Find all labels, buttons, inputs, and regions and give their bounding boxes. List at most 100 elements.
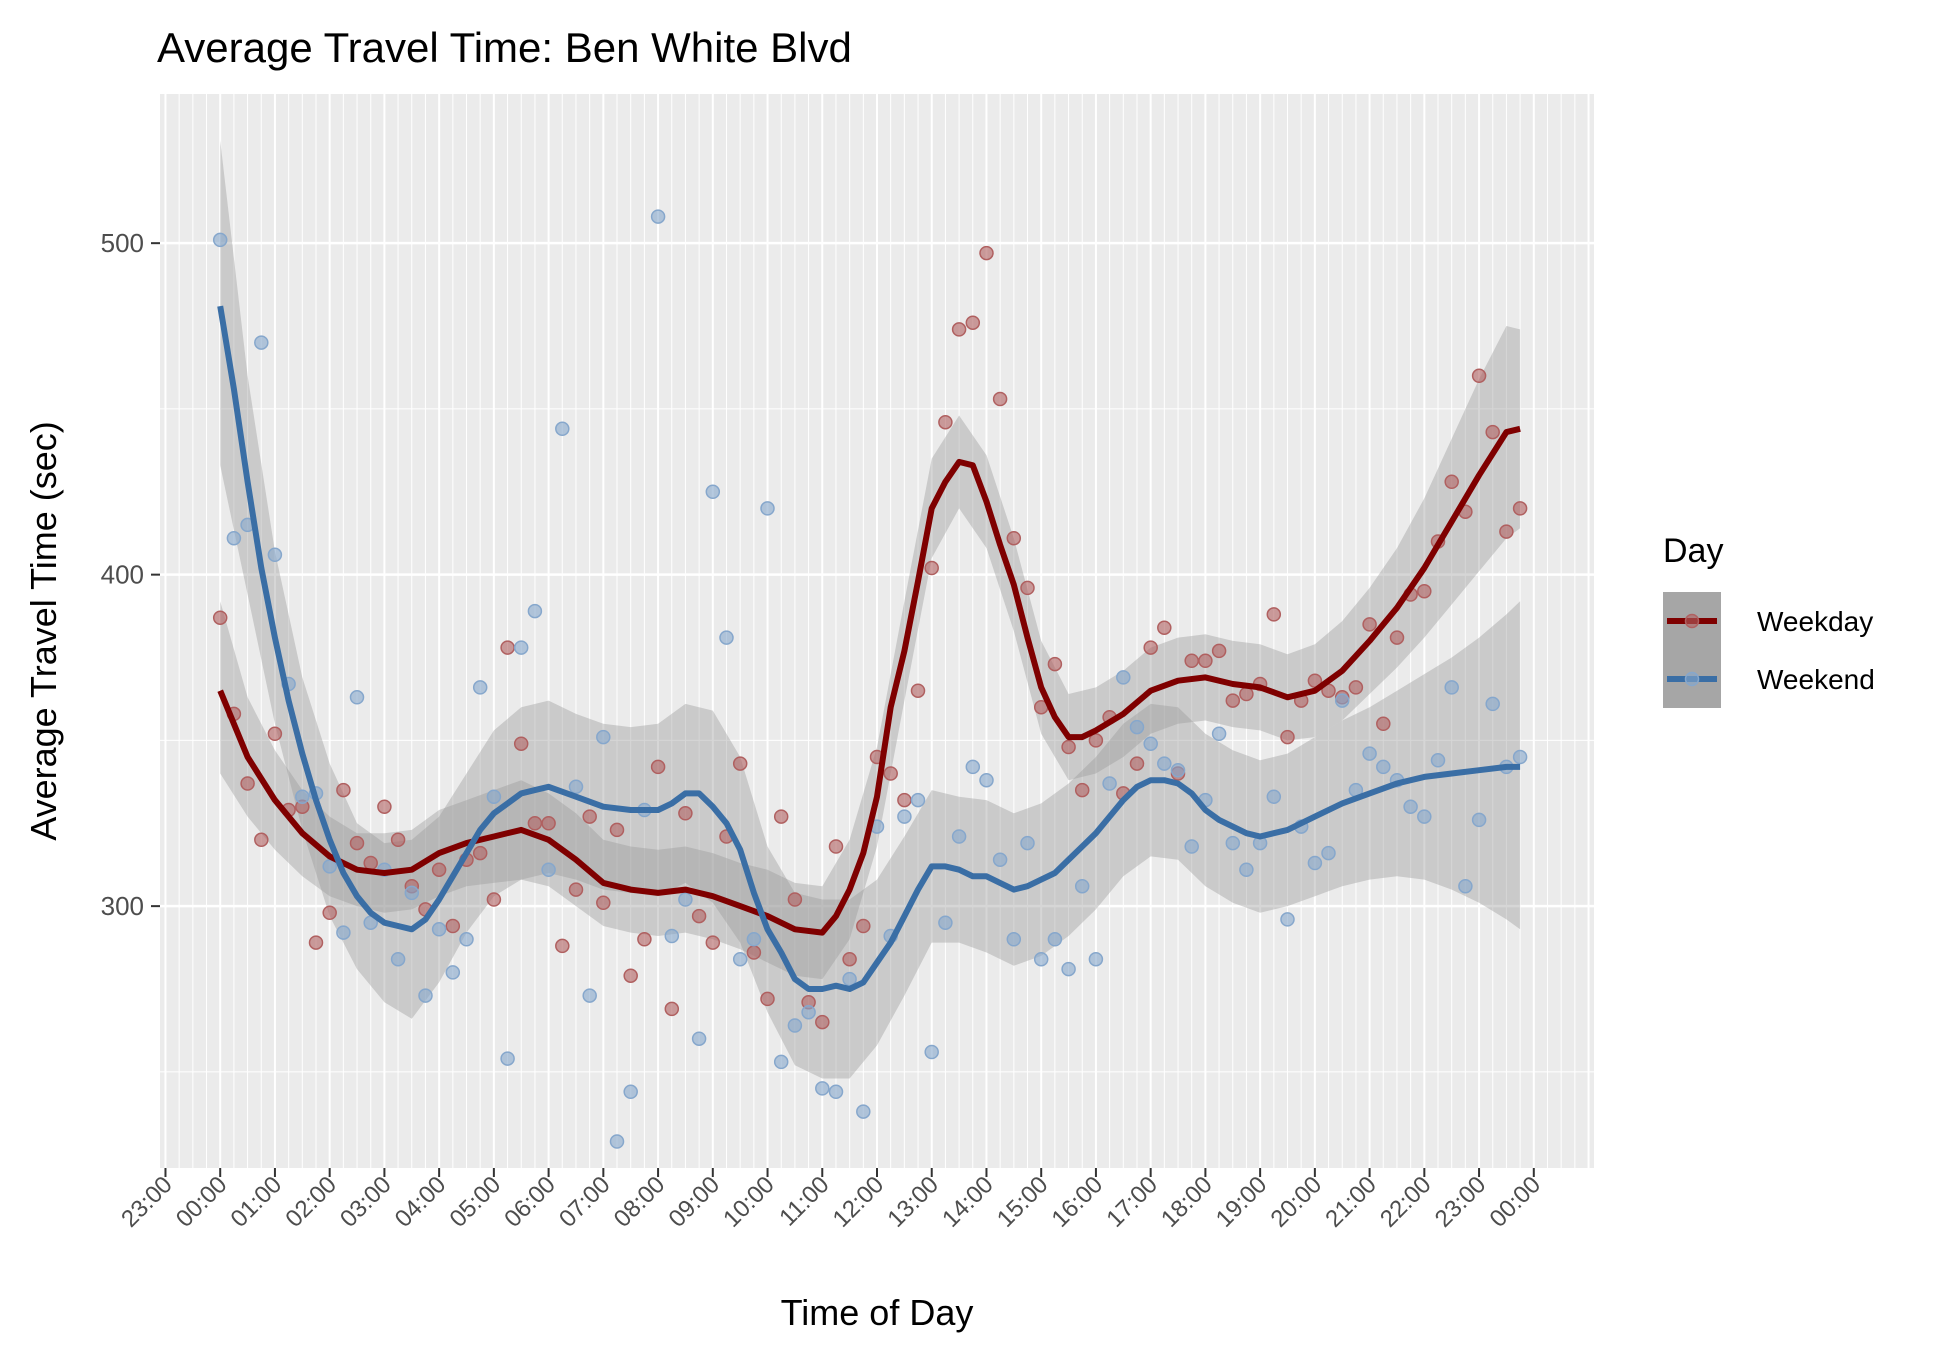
point-weekday xyxy=(815,1014,830,1030)
point-weekday xyxy=(691,908,707,924)
point-weekend xyxy=(1033,951,1049,967)
point-weekday xyxy=(1444,474,1459,490)
point-weekend xyxy=(664,928,680,944)
x-tick-label: 19:00 xyxy=(1211,1171,1273,1233)
y-tick-label: 500 xyxy=(101,228,144,258)
point-weekday xyxy=(431,862,447,877)
point-weekend xyxy=(992,852,1008,867)
point-weekday xyxy=(1389,630,1405,645)
x-tick-label: 05:00 xyxy=(445,1171,507,1233)
point-weekday xyxy=(555,938,570,954)
point-weekend xyxy=(1485,696,1500,712)
smooth-line-weekday xyxy=(217,425,1521,936)
point-weekend xyxy=(555,421,570,437)
point-weekday xyxy=(582,809,597,824)
point-weekend xyxy=(322,859,337,874)
point-weekday xyxy=(308,935,324,950)
point-weekday xyxy=(938,414,953,430)
x-axis-title: Time of Day xyxy=(781,1292,974,1333)
point-weekday xyxy=(1362,617,1377,632)
point-weekend xyxy=(787,1018,803,1033)
point-weekday xyxy=(1239,686,1254,702)
point-weekend xyxy=(596,729,611,745)
point-weekday xyxy=(773,809,789,824)
point-weekend xyxy=(527,603,543,619)
point-weekend xyxy=(910,792,926,808)
point-weekend xyxy=(541,862,556,877)
point-weekend xyxy=(1334,693,1350,708)
point-weekend xyxy=(897,809,912,824)
x-tick-label: 23:00 xyxy=(116,1171,178,1233)
x-tick-label: 02:00 xyxy=(280,1171,342,1233)
point-weekday xyxy=(322,905,337,921)
point-weekend xyxy=(828,1084,844,1100)
point-weekend xyxy=(1458,878,1473,894)
point-weekday xyxy=(1471,368,1487,384)
point-weekend xyxy=(1362,746,1377,761)
point-weekend xyxy=(732,951,748,967)
y-axis-title: Average Travel Time (sec) xyxy=(23,421,64,840)
smooth-lines xyxy=(217,305,1521,992)
point-weekday xyxy=(349,835,365,851)
point-weekday xyxy=(1088,733,1104,748)
point-weekday xyxy=(609,822,625,838)
chart-title: Average Travel Time: Ben White Blvd xyxy=(157,24,852,71)
x-tick-label: 18:00 xyxy=(1156,1171,1218,1233)
point-weekend xyxy=(445,965,461,980)
x-tick-label: 22:00 xyxy=(1375,1171,1437,1233)
point-weekday xyxy=(856,918,871,934)
point-weekend xyxy=(472,680,488,695)
point-weekday xyxy=(1417,583,1432,599)
point-weekend xyxy=(267,547,283,563)
x-tick-label: 07:00 xyxy=(554,1171,616,1233)
point-weekend xyxy=(719,630,734,645)
point-weekend xyxy=(1088,951,1104,967)
x-tick-label: 01:00 xyxy=(226,1171,288,1233)
point-weekday xyxy=(336,782,351,798)
point-weekday xyxy=(267,726,283,742)
confidence-band-weekday xyxy=(220,326,1521,980)
point-weekend xyxy=(486,789,502,804)
point-weekend xyxy=(924,1044,939,1060)
x-tick-label: 06:00 xyxy=(499,1171,561,1233)
point-weekend xyxy=(773,1054,789,1070)
point-weekday xyxy=(828,839,844,854)
point-weekend xyxy=(513,640,529,655)
point-weekend xyxy=(623,1084,638,1100)
legend-label-weekend: Weekend xyxy=(1757,664,1875,695)
point-weekday xyxy=(842,951,857,967)
x-tick-label: 00:00 xyxy=(1484,1171,1546,1233)
point-weekend xyxy=(1321,845,1336,861)
point-weekday xyxy=(992,391,1008,407)
point-weekday xyxy=(445,918,461,934)
point-weekday xyxy=(897,792,912,808)
point-weekend xyxy=(390,951,406,967)
point-weekend xyxy=(1170,762,1186,778)
point-weekend xyxy=(1225,835,1241,851)
legend-label-weekday: Weekday xyxy=(1757,606,1873,637)
point-weekday xyxy=(1143,640,1158,655)
point-weekend xyxy=(1074,878,1090,894)
point-weekend xyxy=(1184,839,1199,854)
point-weekday xyxy=(1211,643,1227,659)
point-weekend xyxy=(951,829,967,844)
point-weekend xyxy=(1376,759,1391,775)
x-tick-label: 03:00 xyxy=(335,1171,397,1233)
x-tick-label: 10:00 xyxy=(718,1171,780,1233)
point-weekday xyxy=(1280,729,1295,745)
point-weekend xyxy=(1020,835,1035,851)
point-weekend xyxy=(1471,812,1487,828)
point-weekday xyxy=(541,816,556,831)
point-weekend xyxy=(404,885,420,901)
point-weekend xyxy=(226,530,242,546)
point-weekday xyxy=(500,640,515,655)
legend-point-weekend xyxy=(1684,671,1700,687)
point-weekend xyxy=(1417,809,1432,824)
point-weekday xyxy=(1376,716,1391,732)
x-tick-label: 11:00 xyxy=(774,1171,834,1231)
point-weekend xyxy=(691,1031,707,1046)
point-weekday xyxy=(596,895,611,911)
point-weekend xyxy=(1266,789,1282,804)
point-weekend xyxy=(1403,799,1418,814)
